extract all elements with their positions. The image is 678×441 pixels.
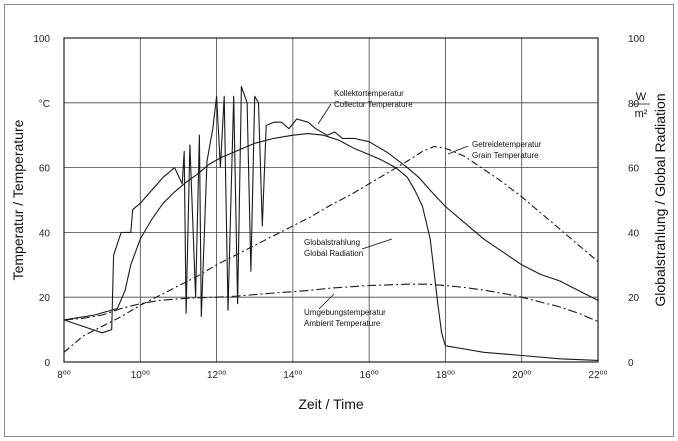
y-tick-label-right: 40 <box>628 228 640 239</box>
x-tick-label: 12⁰⁰ <box>207 370 226 381</box>
y-tick-label-left: 40 <box>39 228 51 239</box>
y-tick-label-right: 60 <box>628 164 640 175</box>
unit-right-denominator: m² <box>635 108 648 120</box>
series-line-grain <box>63 145 599 353</box>
series-layer <box>63 86 599 361</box>
unit-right: W m² <box>632 91 650 120</box>
x-tick-label: 18⁰⁰ <box>436 370 455 381</box>
y-tick-label-right: 0 <box>628 358 634 369</box>
y-axis-title-left: Temperatur / Temperature <box>10 119 26 280</box>
annotation-leader-grain <box>447 145 469 155</box>
y-tick-label-left: 20 <box>39 293 51 304</box>
y-tick-label-left: °C <box>39 99 50 110</box>
annotation-leader-radiation <box>361 238 393 250</box>
y-tick-label-left: 100 <box>33 34 50 45</box>
x-axis-title: Zeit / Time <box>298 396 364 412</box>
annotation-leader-ambient <box>318 293 335 310</box>
annotation-radiation: Global Radiation <box>304 249 363 258</box>
annotation-collector: Kollektortemperatur <box>334 89 404 98</box>
annotation-ambient: Ambient Temperature <box>304 319 381 328</box>
annotation-grain: Grain Temperature <box>472 151 539 160</box>
y-axis-title-right: Globalstrahlung / Global Radiation <box>652 93 668 306</box>
x-tick-label: 10⁰⁰ <box>131 370 150 381</box>
x-tick-label: 8⁰⁰ <box>57 370 71 381</box>
annotation-leader-collector <box>317 103 332 125</box>
series-line-ambient <box>63 283 599 323</box>
annotation-collector: Collector Temperature <box>334 100 413 109</box>
annotations: Kollektortemperatur Collector Temperature… <box>304 89 542 328</box>
x-tick-label: 22⁰⁰ <box>588 370 607 381</box>
x-tick-label: 20⁰⁰ <box>512 370 531 381</box>
unit-right-numerator: W <box>636 91 647 103</box>
tick-labels: 8⁰⁰ 10⁰⁰ 12⁰⁰ 14⁰⁰ 16⁰⁰ 18⁰⁰ 20⁰⁰ 22⁰⁰ 0 20 40 60 °C… <box>33 34 645 381</box>
x-tick-label: 16⁰⁰ <box>360 370 379 381</box>
y-tick-label-right: 20 <box>628 293 640 304</box>
annotation-grain: Getreidetemperatur <box>472 140 542 149</box>
y-tick-label-left: 0 <box>44 358 50 369</box>
series-line-collector <box>63 133 599 361</box>
annotation-ambient: Umgebungstemperatur <box>304 308 386 317</box>
x-tick-label: 14⁰⁰ <box>283 370 302 381</box>
plot-area-border <box>63 37 599 363</box>
annotation-radiation: Globalstrahlung <box>304 238 360 247</box>
series-line-radiation <box>63 86 599 334</box>
y-tick-label-right: 100 <box>628 34 645 45</box>
figure-frame <box>4 4 674 437</box>
y-tick-label-left: 60 <box>39 164 51 175</box>
